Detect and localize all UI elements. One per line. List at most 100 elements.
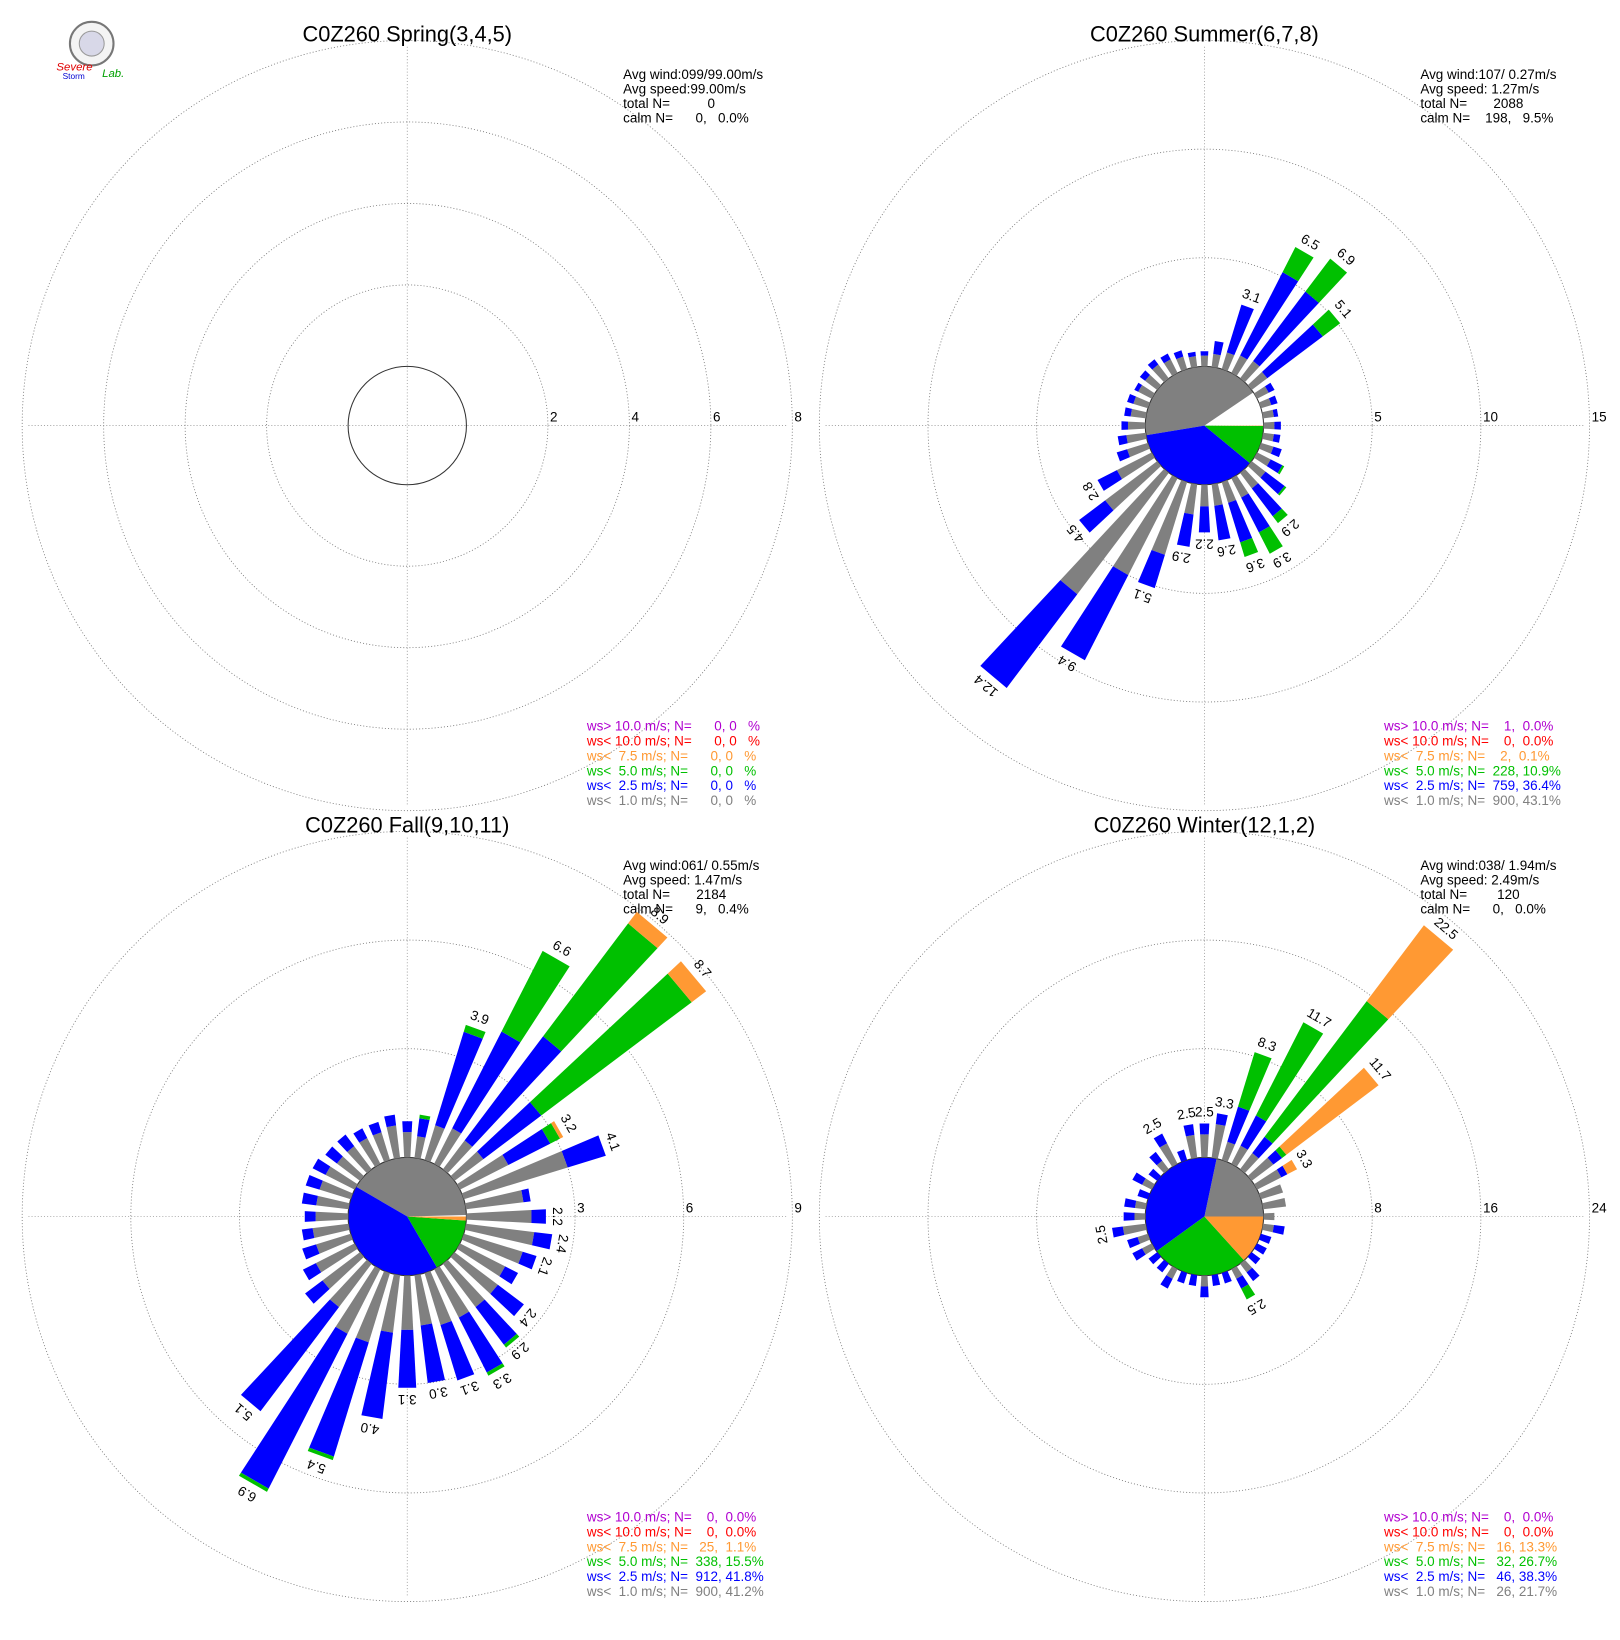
bar-segment: [1142, 1243, 1155, 1255]
bar-segment: [1260, 471, 1285, 495]
value-label: 9.4: [1055, 652, 1079, 675]
bar-segment: [1173, 350, 1184, 360]
bar-segment: [501, 950, 570, 1043]
bar-segment: [1151, 480, 1188, 555]
bar-segment: [1200, 484, 1209, 507]
r-tick-label: 2: [550, 409, 557, 424]
bar-segment: [1124, 407, 1132, 417]
bar-segment: [531, 1209, 546, 1224]
bar-segment: [329, 1259, 372, 1308]
bar-segment: [307, 1447, 334, 1461]
bar-segment: [336, 1156, 364, 1181]
bar-segment: [1258, 398, 1272, 409]
chart-title: C0Z260 Winter(12,1,2): [1094, 812, 1316, 837]
bar-segment: [461, 1233, 523, 1264]
legend-entry: ws< 1.0 m/s; N= 0, 0 %: [586, 793, 756, 808]
grid-ring: [21, 831, 793, 1603]
pie-slice: [1146, 425, 1251, 485]
bar-segment: [450, 1252, 498, 1294]
bar-segment: [1221, 1270, 1232, 1284]
bar-segment: [1215, 1113, 1228, 1126]
bar-segment: [1148, 1252, 1162, 1265]
bar-segment: [452, 1031, 521, 1134]
bar-segment: [301, 1228, 315, 1241]
bar-segment: [1258, 1184, 1284, 1200]
value-label: 6.6: [550, 937, 574, 959]
value-label: 2.5: [1140, 1115, 1164, 1137]
r-tick-label: 16: [1483, 1200, 1498, 1215]
bar-segment: [1176, 512, 1194, 547]
pie-slice: [1145, 366, 1254, 436]
bar-segment: [1200, 1286, 1209, 1298]
value-label: 2.5: [1176, 1105, 1197, 1123]
stat-line: Avg wind:061/ 0.55m/s: [623, 858, 759, 873]
bar-segment: [1240, 360, 1260, 383]
bar-segment: [1188, 1274, 1198, 1287]
pie-slice: [1156, 1216, 1245, 1276]
bar-segment: [1277, 465, 1285, 475]
bar-segment: [1253, 291, 1319, 367]
bar-segment: [503, 1333, 520, 1348]
bar-segment: [1127, 421, 1146, 430]
bar-segment: [1282, 247, 1314, 282]
stat-line: total N= 120: [1420, 887, 1519, 902]
bar-segment: [1122, 1223, 1147, 1236]
bar-segment: [1183, 1124, 1195, 1137]
bar-segment: [1137, 1233, 1150, 1244]
logo-text: Severe: [56, 62, 92, 74]
bar-segment: [1255, 1022, 1324, 1122]
bar-segment: [1251, 483, 1282, 517]
value-label: 3.1: [1240, 286, 1263, 307]
bar-segment: [1270, 446, 1282, 458]
bar-segment: [335, 1266, 381, 1334]
bar-segment: [1282, 1159, 1298, 1175]
bar-segment: [464, 1036, 562, 1147]
pie-slice: [1204, 1158, 1264, 1217]
bar-segment: [1211, 1124, 1226, 1159]
bar-segment: [531, 1232, 553, 1250]
bar-segment: [529, 973, 692, 1116]
value-label: 3.3: [490, 1370, 514, 1392]
grid-ring: [130, 939, 685, 1494]
value-label: 5.4: [304, 1456, 327, 1477]
legend-entry: ws< 7.5 m/s; N= 2, 0.1%: [1383, 748, 1550, 763]
bar-segment: [1240, 468, 1259, 489]
bar-segment: [309, 1337, 369, 1457]
chart-title: C0Z260 Summer(6,7,8): [1090, 22, 1319, 47]
bar-segment: [1211, 483, 1223, 506]
wind-rose: 2 4 6 8 C0Z260 Spring(3,4,5) Avg wind:099/99.…: [21, 22, 802, 812]
value-label: 6.9: [235, 1483, 259, 1505]
bar-segment: [1211, 353, 1221, 368]
value-label: 8.7: [691, 957, 715, 981]
bar-segment: [1240, 272, 1299, 360]
bar-segment: [1247, 1157, 1274, 1181]
bar-segment: [384, 1114, 397, 1128]
bar-segment: [1241, 493, 1270, 533]
legend-entry: ws< 2.5 m/s; N= 759, 36.4%: [1383, 778, 1561, 793]
wind-rose: 8 16 24 C0Z260 Winter(12,1,2) Avg wind:038/ …: [818, 812, 1607, 1603]
r-tick-label: 6: [713, 409, 721, 424]
bar-segment: [1267, 1150, 1283, 1165]
grid-ring: [818, 831, 1590, 1603]
bar-segment: [414, 1136, 426, 1159]
bar-segment: [1134, 1212, 1146, 1221]
bar-segment: [368, 1121, 382, 1136]
pie-slice: [348, 1186, 438, 1276]
bar-segment: [1211, 1274, 1221, 1287]
bar-segment: [401, 1275, 414, 1330]
value-label: 2.1: [535, 1255, 556, 1278]
bar-segment: [1272, 434, 1281, 443]
bar-segment: [1060, 566, 1129, 661]
bar-segment: [1121, 421, 1128, 430]
legend-entry: ws< 5.0 m/s; N= 0, 0 %: [586, 763, 756, 778]
legend-entry: ws< 2.5 m/s; N= 912, 41.8%: [586, 1569, 764, 1584]
bar-segment: [1127, 393, 1136, 404]
bar-segment: [442, 1140, 473, 1174]
bar-segment: [304, 1211, 316, 1222]
stat-line: Avg wind:107/ 0.27m/s: [1420, 67, 1556, 82]
bar-segment: [1263, 421, 1275, 430]
r-tick-label: 6: [686, 1200, 694, 1215]
bar-segment: [1142, 1178, 1155, 1190]
bar-segment: [521, 1188, 531, 1203]
bar-segment: [315, 1243, 358, 1273]
